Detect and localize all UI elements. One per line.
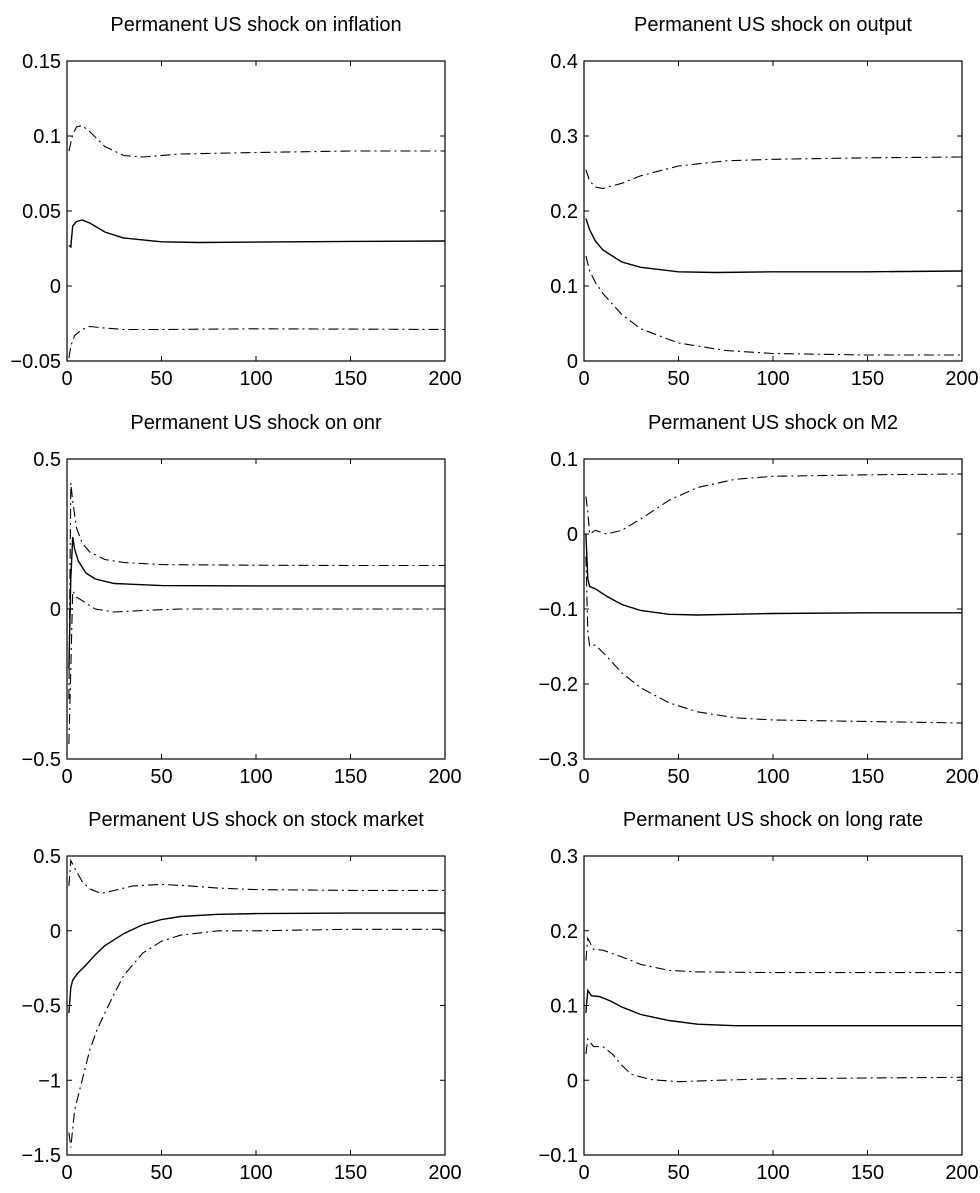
x-tick-label: 0 [578,1162,589,1184]
x-tick-label: 100 [239,1162,272,1184]
plot-area [66,60,446,362]
x-tick-label: 200 [945,1162,978,1184]
response-line [68,536,445,670]
upper-band-line [585,156,963,190]
chart-title: Permanent US shock on stock market [88,809,424,831]
upper-band-line [585,936,962,974]
x-tick-label: 100 [239,368,272,390]
response-line [585,988,962,1027]
y-tick-label: 0 [50,599,61,621]
y-tick-label: −0.2 [539,674,578,696]
y-tick-label: 0.4 [550,51,578,73]
x-tick-label: 150 [334,1162,367,1184]
y-tick-label: 0 [567,351,578,373]
x-tick-label: 50 [667,368,689,390]
x-tick-label: 200 [945,368,978,390]
chart-title: Permanent US shock on onr [130,412,382,434]
y-tick-label: −0.5 [22,996,61,1018]
x-tick-label: 50 [150,1162,172,1184]
y-tick-label: 0.1 [550,276,578,298]
y-tick-label: 0 [50,921,61,943]
y-tick-label: 0.2 [550,921,578,943]
x-tick-label: 150 [851,766,884,788]
lower-band-line [585,1037,963,1083]
x-tick-label: 150 [851,1162,884,1184]
subplot-5: Permanent US shock on stock market 0 50 100… [22,809,462,1184]
x-tick-label: 50 [150,766,172,788]
plot-area [583,855,963,1156]
x-tick-label: 150 [334,368,367,390]
upper-band-line [68,858,445,894]
x-tick-label: 100 [756,1162,789,1184]
x-tick-label: 50 [667,1162,689,1184]
y-tick-label: −0.5 [22,749,61,771]
y-tick-label: 0 [567,524,578,546]
x-tick-label: 0 [61,1162,72,1184]
y-tick-label: −0.3 [539,749,578,771]
x-tick-label: 200 [428,1162,461,1184]
chart-title: Permanent US shock on long rate [623,809,923,831]
subplot-3: Permanent US shock on onr 0 50 100 150 200 −0.… [22,412,462,788]
subplot-2: Permanent US shock on output 0 50 100 150 200… [550,14,979,390]
x-tick-label: 100 [239,766,272,788]
x-tick-label: 50 [667,766,689,788]
plot-area [66,855,446,1156]
y-tick-label: 0.1 [550,996,578,1018]
x-tick-label: 200 [945,766,978,788]
x-tick-label: 200 [428,766,461,788]
x-tick-label: 0 [578,368,589,390]
y-tick-label: 0.3 [550,846,578,868]
chart-title: Permanent US shock on inflation [110,14,401,36]
lower-band-line [68,589,445,745]
y-tick-label: 0.1 [550,449,578,471]
lower-band-line [585,255,962,356]
chart-title: Permanent US shock on output [634,14,912,36]
subplot-1: Permanent US shock on inflation 0 50 100 150… [10,14,461,390]
lower-band-line [68,928,445,1148]
y-tick-label: 0.3 [550,126,578,148]
y-tick-label: 0.2 [550,201,578,223]
response-line [585,533,962,616]
y-tick-label: 0 [50,276,61,298]
x-tick-label: 50 [150,368,172,390]
y-tick-label: 0 [567,1070,578,1092]
x-tick-label: 100 [756,368,789,390]
chart-title: Permanent US shock on M2 [648,412,898,434]
response-line [68,912,445,1014]
y-tick-label: −1.5 [22,1145,61,1167]
subplot-6: Permanent US shock on long rate 0 50 100 150… [539,809,979,1184]
response-line [585,218,963,274]
y-tick-label: 0.15 [22,51,61,73]
x-tick-label: 0 [61,766,72,788]
subplot-4: Permanent US shock on M2 0 50 100 150 200 −0.3… [539,412,979,788]
plot-area [583,60,963,362]
x-tick-label: 0 [61,368,72,390]
y-tick-label: 0.1 [33,126,61,148]
x-tick-label: 100 [756,766,789,788]
y-tick-label: −0.1 [539,1145,578,1167]
upper-band-line [68,124,445,158]
y-tick-label: 0.05 [22,201,61,223]
x-tick-label: 0 [578,766,589,788]
y-tick-label: −0.1 [539,599,578,621]
y-tick-label: −1 [38,1070,61,1092]
y-tick-label: −0.05 [10,351,61,373]
x-tick-label: 200 [428,368,461,390]
plot-area [583,458,963,760]
upper-band-line [585,473,963,535]
y-tick-label: 0.5 [33,846,61,868]
x-tick-label: 150 [334,766,367,788]
x-tick-label: 150 [851,368,884,390]
y-tick-label: 0.5 [33,449,61,471]
response-line [68,219,446,249]
